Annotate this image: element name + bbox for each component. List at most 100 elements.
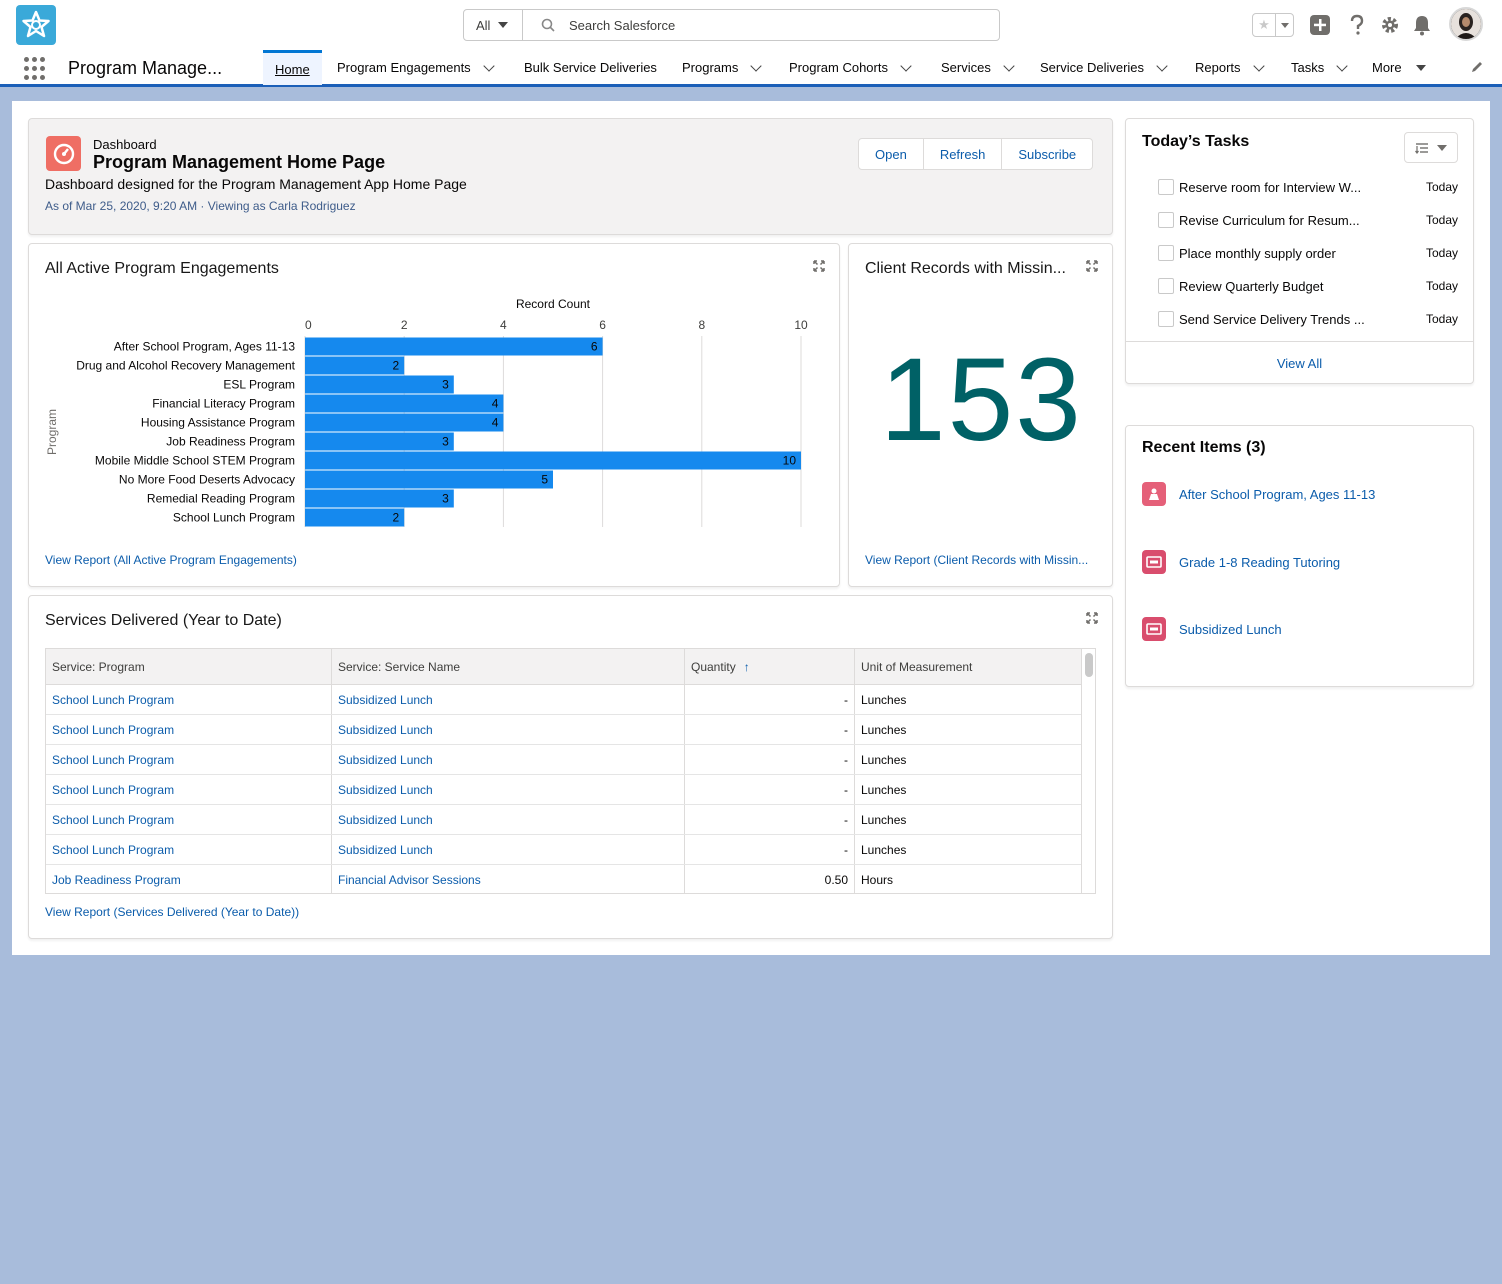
task-item: Reserve room for Interview W... Today [1158, 177, 1458, 197]
salesforce-logo[interactable] [16, 5, 56, 45]
service-name-link[interactable]: Subsidized Lunch [332, 715, 685, 744]
help-button[interactable] [1344, 12, 1370, 38]
nav-tab-program-cohorts[interactable]: Program Cohorts [789, 50, 912, 85]
category-label: Mobile Middle School STEM Program [95, 454, 295, 468]
column-header[interactable]: Service: Service Name [332, 649, 685, 684]
bar [305, 394, 504, 413]
caret-down-icon [1415, 64, 1426, 71]
task-link[interactable]: Revise Curriculum for Resum... [1179, 212, 1360, 228]
task-link[interactable]: Send Service Delivery Trends ... [1179, 311, 1365, 327]
recent-item-link[interactable]: Grade 1-8 Reading Tutoring [1179, 554, 1341, 570]
nav-tab-services[interactable]: Services [941, 50, 1015, 85]
program-link[interactable]: School Lunch Program [46, 715, 332, 744]
service-name-link[interactable]: Subsidized Lunch [332, 745, 685, 774]
table-row: School Lunch Program Subsidized Lunch - Lun… [46, 715, 1095, 745]
view-report-client-records-link[interactable]: View Report (Client Records with Missin.… [865, 553, 1089, 567]
program-link[interactable]: School Lunch Program [46, 805, 332, 834]
recent-item-link[interactable]: After School Program, Ages 11-13 [1179, 486, 1376, 502]
expand-icon[interactable] [1086, 612, 1098, 624]
recent-item: Grade 1-8 Reading Tutoring [1142, 550, 1340, 574]
favorites-menu-button[interactable] [1275, 14, 1293, 36]
data-label: 5 [541, 473, 548, 487]
service-name-link[interactable]: Subsidized Lunch [332, 835, 685, 864]
service-name-link[interactable]: Financial Advisor Sessions [332, 865, 685, 893]
column-header[interactable]: Service: Program [46, 649, 332, 684]
nav-tab-bulk-service-deliveries[interactable]: Bulk Service Deliveries [524, 50, 657, 85]
services-delivered-card: Services Delivered (Year to Date) Servic… [28, 595, 1113, 939]
recent-items-title: Recent Items (3) [1142, 439, 1266, 456]
service-name-link[interactable]: Subsidized Lunch [332, 685, 685, 714]
table-body: School Lunch Program Subsidized Lunch - Lun… [46, 685, 1095, 893]
chevron-down-icon[interactable] [900, 59, 912, 72]
data-label: 6 [591, 340, 598, 354]
open-button[interactable]: Open [859, 139, 924, 169]
dashboard-header: Dashboard Program Management Home Page D… [28, 118, 1113, 235]
quantity-cell: - [685, 835, 855, 864]
recent-item-link[interactable]: Subsidized Lunch [1179, 621, 1282, 637]
x-tick-label: 2 [401, 318, 408, 332]
nav-tab-more[interactable]: More [1372, 50, 1426, 85]
dashboard-description: Dashboard designed for the Program Manag… [45, 176, 467, 192]
refresh-button[interactable]: Refresh [924, 139, 1003, 169]
task-checkbox[interactable] [1158, 311, 1174, 327]
view-report-engagements-link[interactable]: View Report (All Active Program Engageme… [45, 553, 297, 567]
chevron-down-icon[interactable] [1336, 59, 1348, 72]
nav-tab-programs[interactable]: Programs [682, 50, 763, 85]
column-header[interactable]: Unit of Measurement [861, 659, 973, 674]
service-name-link[interactable]: Subsidized Lunch [332, 805, 685, 834]
task-checkbox[interactable] [1158, 212, 1174, 228]
bar [305, 413, 504, 432]
setup-button[interactable] [1377, 12, 1403, 38]
task-link[interactable]: Place monthly supply order [1179, 245, 1336, 261]
data-label: 3 [442, 492, 449, 506]
chevron-down-icon[interactable] [750, 59, 763, 72]
table-scrollbar[interactable] [1081, 649, 1095, 893]
tasks-footer: View All [1126, 341, 1473, 384]
scrollbar-thumb[interactable] [1085, 653, 1093, 677]
plus-icon [1310, 15, 1330, 35]
task-link[interactable]: Reserve room for Interview W... [1179, 179, 1362, 195]
program-link[interactable]: Job Readiness Program [46, 865, 332, 893]
app-launcher-icon[interactable] [24, 57, 48, 81]
edit-nav-pencil-icon[interactable] [1470, 60, 1484, 77]
program-link[interactable]: School Lunch Program [46, 835, 332, 864]
program-link[interactable]: School Lunch Program [46, 685, 332, 714]
column-header-quantity[interactable]: Quantity ↑ [685, 649, 855, 684]
x-axis-title: Record Count [516, 297, 591, 311]
search-scope-select[interactable]: All [464, 10, 523, 40]
favorite-star-icon[interactable]: ★ [1258, 17, 1270, 32]
bell-icon [1414, 16, 1430, 36]
task-checkbox[interactable] [1158, 179, 1174, 195]
program-link[interactable]: School Lunch Program [46, 745, 332, 774]
user-avatar[interactable] [1449, 7, 1483, 41]
view-report-services-link[interactable]: View Report (Services Delivered (Year to… [45, 905, 300, 919]
global-actions-button[interactable] [1307, 12, 1333, 38]
nav-tab-reports[interactable]: Reports [1195, 50, 1265, 85]
chevron-down-icon[interactable] [1252, 59, 1265, 72]
chevron-down-icon[interactable] [1156, 59, 1168, 72]
nav-tab-home[interactable]: Home [263, 50, 322, 85]
nav-tab-label: Program Engagements [337, 60, 471, 75]
tasks-filter-menu[interactable] [1404, 132, 1458, 163]
task-checkbox[interactable] [1158, 278, 1174, 294]
expand-icon[interactable] [1086, 260, 1098, 272]
table-row: Job Readiness Program Financial Advisor S… [46, 865, 1095, 893]
chevron-down-icon[interactable] [1003, 59, 1015, 72]
service-name-link[interactable]: Subsidized Lunch [332, 775, 685, 804]
nav-tab-program-engagements[interactable]: Program Engagements [337, 50, 495, 85]
task-checkbox[interactable] [1158, 245, 1174, 261]
chevron-down-icon[interactable] [483, 59, 495, 72]
search-input[interactable]: Search Salesforce [523, 10, 999, 40]
quantity-cell: - [685, 805, 855, 834]
task-due: Today [1425, 180, 1458, 194]
nav-tab-tasks[interactable]: Tasks [1291, 50, 1348, 85]
program-link[interactable]: School Lunch Program [46, 775, 332, 804]
task-link[interactable]: Review Quarterly Budget [1179, 278, 1324, 294]
nav-tab-service-deliveries[interactable]: Service Deliveries [1040, 50, 1168, 85]
notifications-button[interactable] [1409, 12, 1435, 38]
subscribe-button[interactable]: Subscribe [1018, 146, 1077, 162]
view-all-tasks-link[interactable]: View All [1276, 355, 1323, 371]
global-search: All Search Salesforce [463, 9, 1000, 41]
expand-icon[interactable] [813, 260, 825, 272]
sort-ascending-icon[interactable]: ↑ [743, 659, 750, 674]
